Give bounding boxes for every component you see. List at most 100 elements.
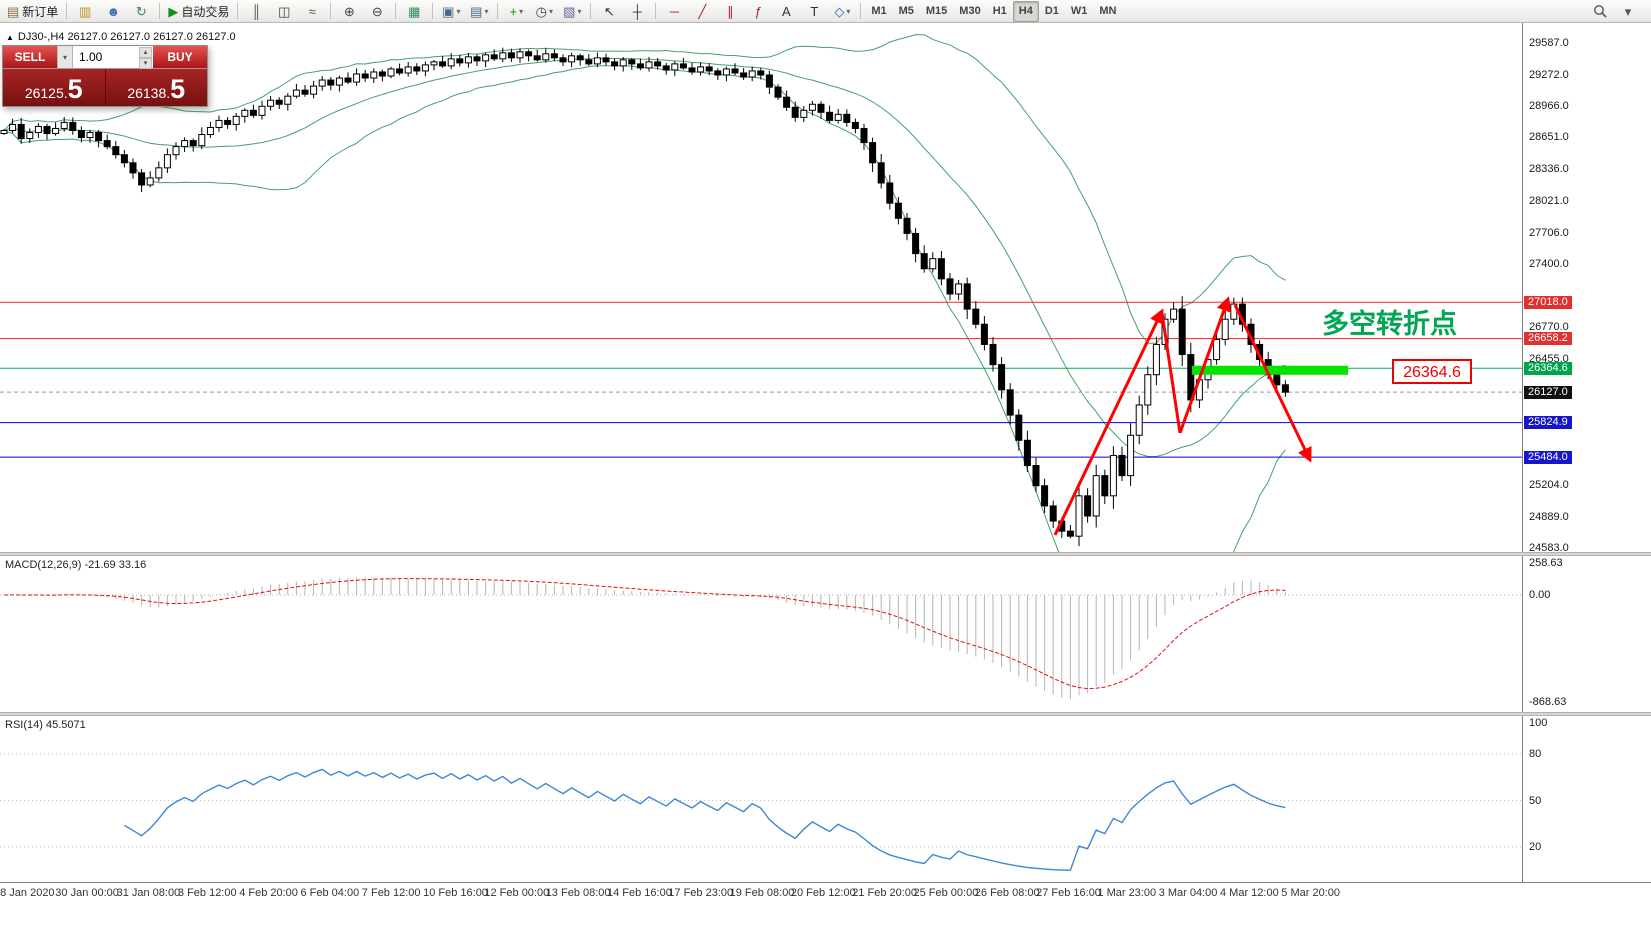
time-axis-label: 1 Mar 23:00	[1097, 887, 1157, 899]
price-axis-label: 26770.0	[1529, 321, 1569, 334]
zoom-out-button[interactable]: ⊖	[363, 1, 391, 22]
cursor-button[interactable]: ↖	[595, 1, 623, 22]
line-chart-button[interactable]: ≈	[298, 1, 326, 22]
trend-arrow[interactable]	[1233, 304, 1312, 463]
buy-price-display[interactable]: 26138. 5	[104, 69, 207, 106]
trend-arrow[interactable]	[1178, 296, 1232, 434]
navigator-button[interactable]: ☻	[99, 1, 127, 22]
channel-icon: ∥	[727, 3, 734, 19]
rsi-label: RSI(14) 45.5071	[5, 719, 86, 731]
crosshair-button[interactable]: ┼	[623, 1, 651, 22]
indicators-plus-icon: +	[509, 3, 518, 19]
zoom-in-button[interactable]: ⊕	[335, 1, 363, 22]
toolbar-separator	[395, 3, 397, 19]
price-tag-box[interactable]	[1392, 359, 1472, 384]
trend-arrow[interactable]	[1053, 308, 1164, 536]
dropdown-caret-icon: ▾	[846, 6, 851, 16]
toolbar-options-button[interactable]: ▾	[1614, 1, 1642, 22]
volume-increase-button[interactable]: ▴	[139, 47, 152, 58]
dropdown-caret-icon: ▾	[484, 6, 489, 16]
volume-decrease-button[interactable]: ▾	[139, 58, 152, 69]
templates-button[interactable]: ▧ ▾	[558, 1, 586, 22]
time-axis-label: 20 Feb 12:00	[790, 887, 856, 899]
crosshair-icon: ┼	[632, 3, 642, 19]
market-watch-icon: ▥	[79, 3, 92, 19]
timeframe-m15-button[interactable]: M15	[925, 5, 948, 17]
periods-button[interactable]: ◷ ▾	[530, 1, 558, 22]
sell-price-display[interactable]: 26125. 5	[3, 69, 105, 106]
horizontal-line-icon: ─	[669, 3, 679, 19]
label-tool-button[interactable]: T	[800, 1, 828, 22]
macd-axis-label: -868.63	[1529, 696, 1567, 708]
tile-windows-icon: ▣	[442, 3, 455, 19]
new-order-button[interactable]: ▤ 新订单	[3, 1, 62, 22]
zoom-out-icon: ⊖	[371, 3, 383, 19]
tile-windows-button[interactable]: ▣ ▾	[437, 1, 465, 22]
rsi-axis-label: 50	[1529, 794, 1542, 807]
toolbar-separator	[330, 3, 332, 19]
hline-tool-button[interactable]: ─	[660, 1, 688, 22]
sell-button[interactable]: SELL	[3, 46, 57, 68]
channel-tool-button[interactable]: ∥	[716, 1, 744, 22]
timeframe-m5-button[interactable]: M5	[898, 5, 914, 17]
price-axis-label: 25204.0	[1529, 479, 1569, 492]
new-chart-icon: ▤	[470, 3, 483, 19]
turning-point-annotation[interactable]: 多空转折点	[1322, 308, 1457, 339]
time-axis-label: 26 Feb 08:00	[974, 887, 1040, 899]
rsi-axis-label: 100	[1529, 717, 1548, 729]
price-axis: 29587.0 29272.0 28966.0 28651.0 28336.0 28021…	[1522, 23, 1651, 882]
candlestick-chart-button[interactable]: ◫	[270, 1, 298, 22]
chevron-down-icon: ▾	[1624, 3, 1632, 19]
time-axis-label: 14 Feb 16:00	[607, 887, 672, 899]
price-axis-label: 29272.0	[1529, 68, 1569, 81]
price-axis-label: 28336.0	[1529, 163, 1569, 176]
buy-button[interactable]: BUY	[153, 46, 207, 68]
new-order-icon: ▤	[7, 3, 20, 19]
bar-chart-button[interactable]: ║	[242, 1, 270, 22]
price-axis-label: 24889.0	[1529, 511, 1569, 524]
price-axis-label: 24583.0	[1529, 541, 1569, 554]
toolbar-separator	[237, 3, 239, 19]
trendline-tool-button[interactable]: ╱	[688, 1, 716, 22]
volume-spinner: ▴ ▾	[139, 47, 152, 69]
refresh-button[interactable]: ↻	[127, 1, 155, 22]
volume-input[interactable]	[73, 49, 145, 65]
timeframe-w1-button[interactable]: W1	[1070, 5, 1088, 17]
trend-arrow[interactable]	[1160, 312, 1182, 434]
timeframe-h4-button[interactable]: H4	[1012, 0, 1039, 22]
new-chart-button[interactable]: ▤ ▾	[465, 1, 493, 22]
text-t-icon: T	[810, 3, 819, 19]
indicators-button[interactable]: + ▾	[502, 1, 530, 22]
text-a-icon: A	[781, 3, 791, 19]
autotrading-button[interactable]: ▶ 自动交易	[164, 1, 233, 22]
timeframe-m30-button[interactable]: M30	[959, 5, 981, 17]
time-axis-label: 5 Mar 20:00	[1281, 887, 1340, 899]
buy-price-big: 5	[170, 74, 186, 104]
text-tool-button[interactable]: A	[772, 1, 800, 22]
strategy-tester-button[interactable]: ▦	[400, 1, 428, 22]
timeframe-m1-button[interactable]: M1	[871, 5, 887, 17]
dropdown-caret-icon: ▾	[577, 6, 582, 16]
timeframe-mn-button[interactable]: MN	[1099, 5, 1117, 17]
bid-price-badge: 26127.0	[1524, 385, 1572, 399]
panel-separator[interactable]	[0, 552, 1651, 556]
market-watch-button[interactable]: ▥	[71, 1, 99, 22]
search-button[interactable]	[1586, 1, 1614, 22]
volume-preset-dropdown[interactable]: ▾	[57, 46, 73, 68]
new-order-button-label: 新订单	[22, 4, 59, 19]
autotrading-button-label: 自动交易	[181, 4, 230, 19]
timeframe-h1-button[interactable]: H1	[992, 5, 1007, 17]
macd-panel[interactable]	[0, 556, 1522, 712]
toolbar-right-group: ▾	[1586, 1, 1642, 22]
time-axis-label: 3 Feb 12:00	[177, 887, 237, 899]
time-axis-label: 19 Feb 08:00	[729, 887, 795, 899]
timeframe-d1-button[interactable]: D1	[1044, 5, 1059, 17]
rsi-panel[interactable]	[0, 716, 1522, 882]
fibonacci-tool-button[interactable]: ƒ	[744, 1, 772, 22]
shapes-tool-button[interactable]: ◇ ▾	[828, 1, 856, 22]
panel-separator[interactable]	[0, 712, 1651, 716]
main-chart[interactable]: 多空转折点 26364.6	[0, 23, 1522, 552]
dropdown-caret-icon: ▾	[519, 6, 524, 16]
toolbar-separator	[497, 3, 499, 19]
